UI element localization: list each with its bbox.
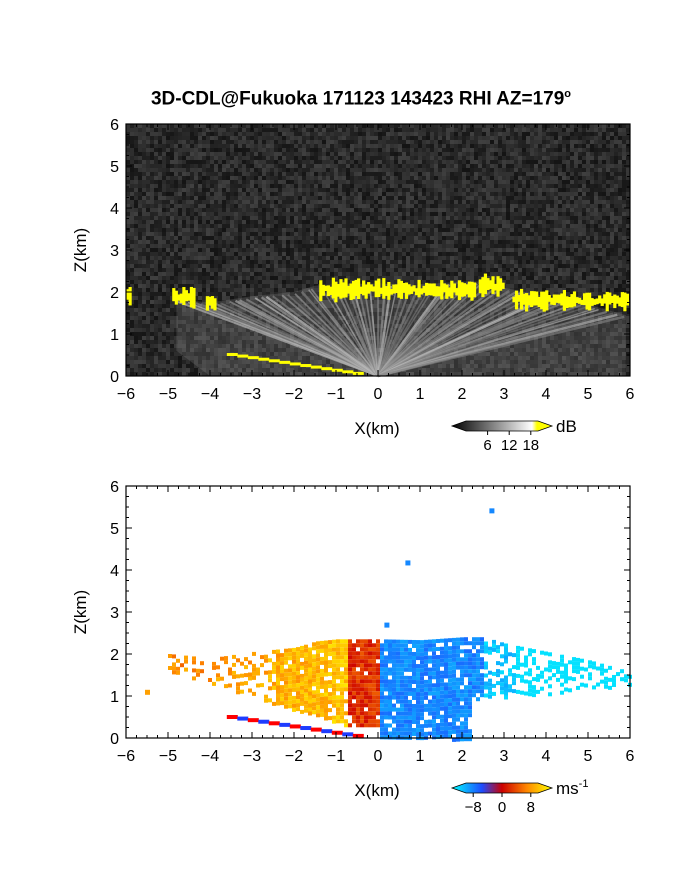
x-tick-label: −6 — [117, 386, 135, 403]
isolated-echo — [145, 689, 150, 695]
isolated-echo — [489, 508, 495, 514]
x-tick-label: −2 — [285, 386, 303, 403]
x-tick-label: −3 — [243, 386, 261, 403]
y-tick-label: 5 — [110, 521, 119, 538]
y-tick-label: 1 — [110, 327, 119, 344]
x-tick-label: −5 — [159, 386, 177, 403]
x-tick-label: −4 — [201, 748, 219, 765]
velocity-field — [145, 508, 632, 742]
x-tick-label: 6 — [626, 386, 635, 403]
y-tick-label: 6 — [110, 117, 119, 134]
x-tick-label: 2 — [458, 386, 467, 403]
velocity-panel: −6 −5 −4 −3 −2 −1 0 1 2 3 4 5 6 0 1 2 3 4 5 6 X(km) Z(km) −8 0 8… — [71, 479, 635, 816]
y-tick-label: 3 — [110, 243, 119, 260]
axis-ticks — [125, 485, 631, 739]
y-axis-label: Z(km) — [71, 228, 90, 272]
x-tick-label: 3 — [500, 748, 509, 765]
colorbar-tick-label: 0 — [498, 799, 506, 816]
x-tick-label: 0 — [374, 748, 383, 765]
colorbar-tick-label: 8 — [527, 799, 535, 816]
plot-area — [126, 486, 632, 742]
x-tick-label: 3 — [500, 386, 509, 403]
colorbar-scale — [450, 782, 554, 794]
y-tick-label: 5 — [110, 159, 119, 176]
colorbar: 6 12 18 dB — [450, 417, 577, 454]
x-tick-label: −2 — [285, 748, 303, 765]
cloud-base-high-intensity — [126, 273, 629, 375]
aerosol-haze — [176, 281, 626, 376]
x-tick-label: −1 — [327, 748, 345, 765]
y-tick-label: 0 — [110, 731, 119, 748]
colorbar-unit: ms-1 — [556, 778, 588, 798]
x-tick-label: −1 — [327, 386, 345, 403]
x-tick-label: 0 — [374, 386, 383, 403]
colorbar-tick-label: 12 — [501, 437, 518, 454]
colorbar-tick-label: 18 — [522, 437, 539, 454]
x-tick-label: 2 — [458, 748, 467, 765]
x-tick-label: 4 — [542, 748, 551, 765]
y-tick-label: 2 — [110, 285, 119, 302]
isolated-echo — [384, 622, 390, 628]
aerosol-rays — [175, 282, 625, 378]
y-tick-label: 4 — [110, 563, 119, 580]
x-axis-label: X(km) — [354, 419, 399, 438]
colorbar-scale — [450, 420, 554, 432]
x-tick-label: 1 — [416, 386, 425, 403]
x-tick-label: 1 — [416, 748, 425, 765]
x-tick-label: 5 — [584, 386, 593, 403]
x-tick-label: −6 — [117, 748, 135, 765]
y-tick-label: 1 — [110, 689, 119, 706]
colorbar: −8 0 8 ms-1 — [450, 778, 588, 816]
noise-field — [126, 124, 630, 376]
isolated-echo — [405, 560, 411, 566]
chart-title: 3D-CDL@Fukuoka 171123 143423 RHI AZ=179o — [150, 88, 572, 110]
x-tick-label: 6 — [626, 748, 635, 765]
x-tick-label: 4 — [542, 386, 551, 403]
axis-ticks — [125, 123, 631, 377]
x-axis-label: X(km) — [354, 781, 399, 800]
x-tick-label: −3 — [243, 748, 261, 765]
plot-area — [126, 124, 630, 378]
colorbar-tick-label: −8 — [465, 799, 482, 816]
y-tick-label: 6 — [110, 479, 119, 496]
x-tick-label: −4 — [201, 386, 219, 403]
y-tick-label: 3 — [110, 605, 119, 622]
y-tick-label: 4 — [110, 201, 119, 218]
y-axis-label: Z(km) — [71, 590, 90, 634]
colorbar-unit: dB — [556, 417, 577, 436]
y-tick-label: 0 — [110, 369, 119, 386]
colorbar-tick-label: 6 — [483, 437, 491, 454]
x-tick-label: 5 — [584, 748, 593, 765]
x-tick-label: −5 — [159, 748, 177, 765]
y-tick-label: 2 — [110, 647, 119, 664]
